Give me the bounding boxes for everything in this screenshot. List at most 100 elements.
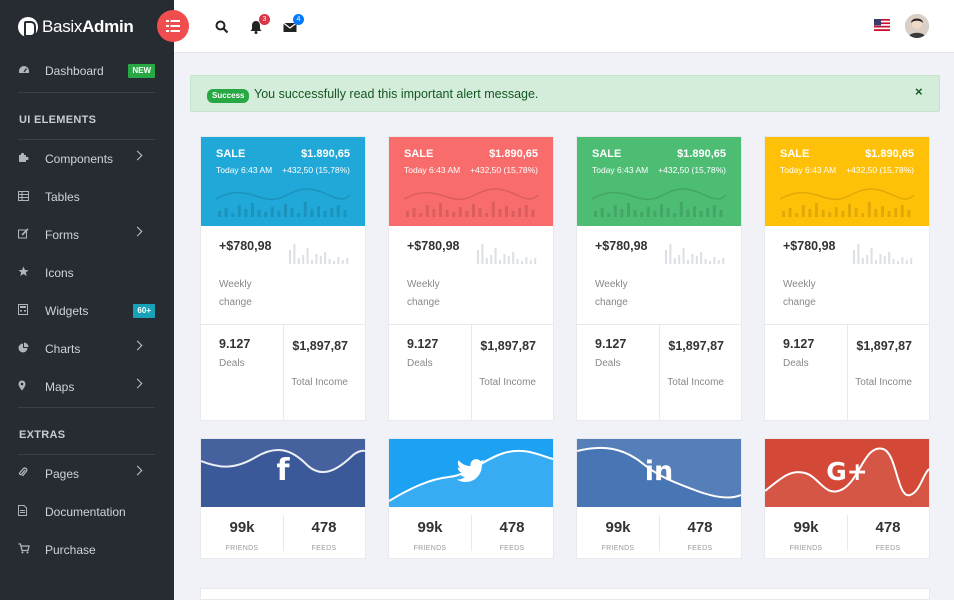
sparkline-bar: [881, 206, 884, 217]
weekly-change-value: +$780,98: [595, 239, 648, 253]
divider: [389, 324, 553, 325]
mini-bar: [315, 254, 318, 264]
sparkline-bar: [498, 209, 502, 217]
total-income-label: Total Income: [291, 377, 348, 388]
user-avatar[interactable]: [905, 14, 929, 38]
close-icon[interactable]: ×: [915, 84, 923, 99]
sparkline-bar: [251, 203, 254, 217]
divider: [847, 325, 848, 421]
sparkline-bar: [693, 206, 696, 217]
mini-bar: [888, 252, 891, 264]
mini-bar: [529, 260, 532, 264]
mini-bar: [485, 258, 488, 264]
divider: [283, 325, 284, 421]
facebook-icon[interactable]: f: [276, 453, 290, 488]
stat-card-header: SALE $1.890,65 Today 6:43 AM +432,50 (15…: [201, 137, 365, 226]
sidebar-item-purchase[interactable]: Purchase: [0, 531, 174, 569]
us-flag-icon[interactable]: [874, 19, 890, 31]
mini-bar: [857, 244, 860, 264]
sparkline-bar: [257, 210, 261, 217]
sparkline-bar: [419, 213, 423, 217]
sidebar-item-documentation[interactable]: Documentation: [0, 493, 174, 531]
social-card-google-plus: G+ 99k FRIENDS 478 FEEDS: [764, 438, 930, 559]
sidebar-item-pages[interactable]: Pages: [0, 455, 174, 493]
sidebar-item-label: Icons: [45, 266, 74, 280]
wave-decoration: [765, 447, 929, 507]
search-icon[interactable]: [215, 20, 229, 34]
mini-bar: [713, 257, 716, 264]
sparkline-bar: [439, 203, 442, 217]
sidebar-item-charts[interactable]: Charts: [0, 330, 174, 368]
stat-card: SALE $1.890,65 Today 6:43 AM +432,50 (15…: [576, 136, 742, 421]
mini-bar: [883, 256, 886, 264]
sparkline-bar: [310, 209, 314, 217]
mini-bar: [319, 256, 322, 264]
sidebar-item-icons[interactable]: Icons: [0, 254, 174, 292]
brand-logo[interactable]: BasixAdmin: [18, 14, 134, 40]
mini-bar: [905, 260, 908, 264]
sparkline-bar: [673, 213, 677, 217]
mini-bar: [333, 261, 335, 264]
sparkline-bar: [445, 210, 449, 217]
envelope-icon[interactable]: [283, 20, 297, 34]
mini-bar: [709, 261, 711, 264]
feeds-count: 478: [687, 519, 713, 536]
twitter-icon[interactable]: [456, 459, 486, 484]
file-icon: [0, 505, 45, 519]
linkedin-icon[interactable]: in: [644, 456, 674, 487]
sidebar-item-label: Dashboard: [45, 64, 104, 78]
deals-value: 9.127: [407, 337, 439, 351]
sidebar-divider: [18, 139, 155, 140]
sparkline-bar: [412, 208, 416, 217]
sidebar-item-label: Maps: [45, 380, 75, 394]
sparkline-bar: [613, 205, 617, 217]
weekly-change-label: Weekly change: [783, 279, 816, 308]
sparkline-bar: [795, 213, 799, 217]
deals-label: Deals: [783, 358, 809, 369]
stat-card-header: SALE $1.890,65 Today 6:43 AM +432,50 (15…: [765, 137, 929, 226]
google-plus-icon[interactable]: G+: [826, 457, 868, 486]
mini-bar: [521, 261, 523, 264]
sparkline-bar: [237, 205, 241, 217]
sidebar-item-widgets[interactable]: Widgets 60+: [0, 292, 174, 330]
menu-toggle-button[interactable]: [157, 10, 189, 42]
sparkline-bar: [828, 212, 832, 217]
sidebar-item-maps[interactable]: Maps: [0, 368, 174, 406]
sparkline-bar: [808, 209, 812, 217]
sparkline-bar: [284, 204, 287, 217]
sidebar-item-components[interactable]: Components: [0, 140, 174, 178]
avatar-image: [905, 14, 929, 38]
sidebar-item-tables[interactable]: Tables: [0, 178, 174, 216]
sparkline-bar: [505, 206, 508, 217]
sparkline-bar: [218, 211, 221, 217]
total-income-value: $1,897,87: [480, 339, 536, 353]
sparkline-bar: [343, 210, 347, 217]
weekly-change-label: Weekly change: [407, 279, 440, 308]
sparkline-bar: [782, 211, 785, 217]
sparkline-bar: [607, 213, 611, 217]
sidebar-item-forms[interactable]: Forms: [0, 216, 174, 254]
sidebar-item-label: Forms: [45, 228, 79, 242]
sparkline-bar: [801, 205, 805, 217]
social-card-header: f: [201, 439, 365, 507]
bell-icon[interactable]: [249, 20, 263, 34]
mini-bar: [861, 258, 864, 264]
mini-bar: [306, 248, 309, 264]
mini-bar: [879, 254, 882, 264]
sidebar-item-dashboard[interactable]: Dashboard NEW: [0, 52, 174, 90]
sparkline-bar: [244, 209, 248, 217]
sale-change: +432,50 (15,78%): [658, 165, 726, 175]
mini-bar: [512, 252, 515, 264]
divider: [765, 324, 929, 325]
sale-label: SALE: [592, 148, 622, 160]
sparkline-chart: [592, 188, 726, 217]
success-badge: Success: [207, 89, 250, 103]
sale-change: +432,50 (15,78%): [282, 165, 350, 175]
sparkline-bar: [821, 210, 825, 217]
calculator-icon: [0, 304, 45, 318]
mini-bar: [507, 256, 510, 264]
sparkline-bar: [458, 207, 462, 217]
deals-value: 9.127: [595, 337, 627, 351]
sale-change: +432,50 (15,78%): [470, 165, 538, 175]
sidebar-heading-ui-elements: UI ELEMENTS: [19, 114, 97, 126]
